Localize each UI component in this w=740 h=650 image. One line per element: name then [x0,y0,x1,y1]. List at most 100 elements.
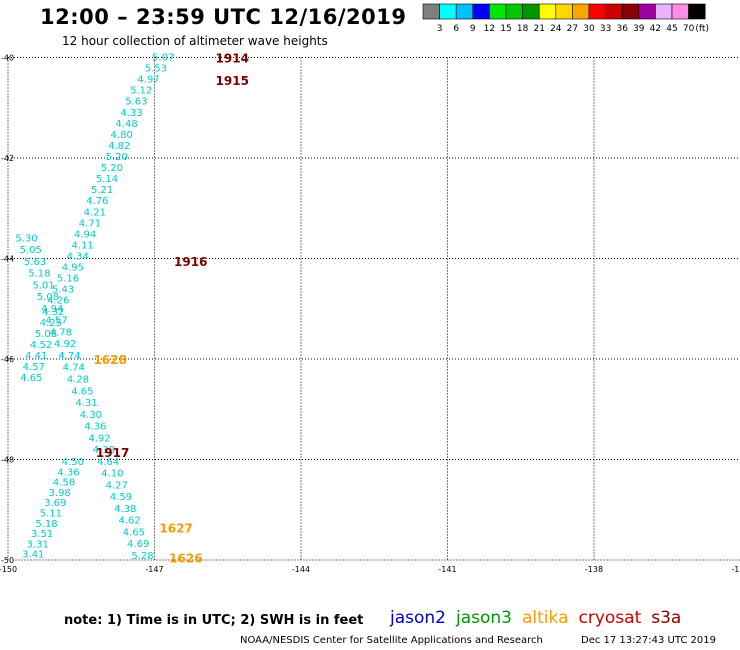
wave-height-value: 4.27 [106,480,128,491]
latitude-label: -40 [1,54,14,63]
wave-height-value: 4.10 [101,469,123,480]
wave-height-value: 4.92 [54,339,76,350]
wave-height-value: 4.11 [71,240,93,251]
wave-height-value: 4.82 [108,141,130,152]
wave-height-value: 3.69 [44,498,66,509]
mission-label: jason2 [390,608,446,628]
longitude-label: -150 [0,565,17,574]
wave-height-value: 4.57 [23,362,45,373]
pass-time-label: 1914 [216,52,249,66]
wave-height-value: 5.07 [152,53,174,64]
legend-label: 15 [500,24,511,34]
wave-height-value: 4.94 [74,229,96,240]
wave-height-value: 4.30 [80,410,102,421]
wave-height-value: 4.50 [62,457,84,468]
legend-label: (ft) [695,24,709,34]
legend-label: 24 [550,24,562,34]
wave-height-value: 4.92 [88,433,110,444]
legend-label: 39 [633,24,645,34]
wave-height-value: 4.97 [137,75,159,86]
legend-label: 70 [683,24,695,34]
page-subtitle: 12 hour collection of altimeter wave hei… [62,34,328,48]
wave-height-value: 4.64 [97,457,119,468]
wave-height-value: 4.41 [25,351,47,362]
mission-legend: jason2 jason3 altika cryosat s3a [390,608,691,628]
wave-height-value: 5.18 [35,519,57,530]
wave-height-value: 4.76 [86,196,108,207]
longitude-label: -141 [438,565,456,574]
wave-height-value: 4.33 [120,108,142,119]
footer-note: note: 1) Time is in UTC; 2) SWH is in fe… [64,613,364,628]
wave-height-value: 4.38 [93,445,115,456]
pass-time-label: 1628 [93,353,126,367]
latitude-label: -42 [1,154,14,163]
wave-height-value: 4.65 [71,386,93,397]
latitude-label: -50 [1,556,14,565]
wave-height-value: 4.74 [58,351,80,362]
wave-height-value: 4.28 [67,375,89,386]
wave-height-value: 4.71 [79,218,101,229]
wave-height-value: 3.41 [22,550,44,561]
wave-height-value: 4.36 [84,422,106,433]
wave-height-value: 4.78 [50,327,72,338]
wave-height-value: 5.18 [28,269,50,280]
wave-height-value: 4.25 [40,318,62,329]
wave-height-value: 4.65 [123,527,145,538]
wave-height-value: 5.20 [101,163,123,174]
legend-label: 42 [650,24,661,34]
wave-height-value: 4.52 [30,340,52,351]
longitude-label: -147 [145,565,163,574]
wave-height-value: 4.31 [75,398,97,409]
wave-height-value: 4.74 [63,363,85,374]
mission-label: jason3 [456,608,512,628]
legend-label: 9 [470,24,476,34]
wave-height-value: 5.63 [24,257,46,268]
pass-time-label: 1626 [169,551,202,565]
longitude-label: -135 [731,565,740,574]
wave-height-value: 5.14 [96,174,118,185]
page-title: 12:00 – 23:59 UTC 12/16/2019 [40,5,407,29]
wave-height-value: 5.12 [130,86,152,97]
wave-height-value: 5.43 [52,285,74,296]
wave-height-value: 3.98 [49,488,71,499]
wave-height-value: 5.20 [106,152,128,163]
credit-line: NOAA/NESDIS Center for Satellite Applica… [240,635,543,646]
wave-height-value: 4.62 [118,516,140,527]
pass-time-label: 1917 [96,446,129,460]
wave-height-value: 4.34 [67,251,89,262]
legend-label: 36 [616,24,628,34]
legend-label: 33 [600,24,611,34]
wave-height-value: 5.30 [15,233,37,244]
legend-label: 45 [666,24,677,34]
wave-height-legend: 3 6 9 12 15 18 21 24 27 30 33 36 39 42 45 70 (ft) [422,3,709,34]
mission-label: s3a [651,608,682,628]
legend-label: 30 [583,24,595,34]
wave-height-value: 4.38 [114,504,136,515]
legend-label: 21 [533,24,544,34]
legend-label: 6 [453,24,459,34]
wave-height-value: 5.63 [125,97,147,108]
wave-height-value: 5.08 [37,292,59,303]
timestamp: Dec 17 13:27:43 UTC 2019 [581,635,716,646]
latitude-label: -46 [1,355,14,364]
longitude-label: -144 [292,565,310,574]
wave-height-value: 4.69 [127,539,149,550]
wave-height-value: 4.65 [20,373,42,384]
wave-height-value: 4.36 [57,467,79,478]
wave-height-value: 4.48 [115,119,137,130]
wave-height-value: 5.53 [145,64,167,75]
legend-swatch [688,3,706,20]
latitude-label: -44 [1,255,14,264]
wave-height-value: 4.95 [62,263,84,274]
wave-height-value: 4.21 [84,207,106,218]
pass-time-label: 1915 [216,74,249,88]
wave-height-value: 4.59 [110,492,132,503]
pass-time-label: 1627 [159,521,192,535]
wave-height-value: 4.32 [42,307,64,318]
wave-height-value: 4.57 [45,316,67,327]
wave-height-value: 4.94 [41,304,63,315]
wave-height-value: 4.58 [53,478,75,489]
wave-height-value: 5.28 [131,551,153,562]
wave-height-value: 3.31 [27,539,49,550]
